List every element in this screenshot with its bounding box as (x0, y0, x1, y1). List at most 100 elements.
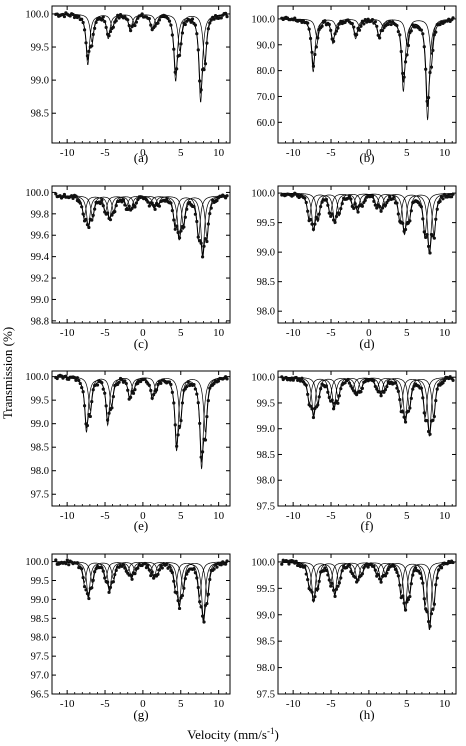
data-point (85, 223, 90, 227)
x-tick-label: -10 (286, 147, 301, 159)
data-point (376, 572, 380, 577)
data-point (434, 30, 438, 34)
data-point (431, 607, 435, 611)
data-point (120, 378, 124, 382)
data-point (100, 381, 104, 385)
data-point (152, 203, 156, 208)
data-point (200, 614, 205, 618)
data-point (196, 585, 200, 590)
data-point (408, 219, 412, 223)
data-point (316, 36, 320, 40)
data-point (395, 201, 399, 205)
panel-4: -10 -5 0 5 10 100.0 99.5 99.0 98.5 98.0 (d) (251, 185, 457, 351)
data-point (208, 386, 212, 390)
data-point (225, 377, 229, 381)
data-point (330, 581, 334, 585)
y-tick-label: 97.5 (257, 690, 275, 701)
plot-frame (277, 553, 457, 695)
data-point (71, 12, 75, 17)
y-tick-label: 97.5 (31, 490, 49, 501)
data-point (195, 219, 199, 224)
data-point (144, 566, 149, 570)
data-point (77, 378, 81, 383)
data-point (441, 197, 445, 201)
data-point (310, 407, 314, 411)
data-point (426, 96, 431, 100)
y-tick-label: 98.5 (257, 277, 275, 288)
data-point (126, 388, 130, 392)
data-point (383, 388, 388, 392)
data-point (80, 386, 84, 390)
x-tick-label: 10 (213, 698, 225, 710)
fit-envelope-line (55, 13, 228, 94)
data-point (428, 70, 432, 75)
data-point (388, 19, 392, 24)
data-point (402, 75, 406, 79)
data-point (106, 211, 110, 215)
data-point (182, 586, 186, 590)
data-point (108, 218, 113, 222)
data-point (203, 438, 208, 442)
y-tick-label: 98.5 (31, 614, 49, 625)
data-point (205, 601, 209, 606)
x-tick-label: 5 (178, 327, 184, 339)
data-point (310, 590, 314, 594)
data-point (280, 375, 284, 379)
y-tick-label: 100.0 (251, 189, 275, 200)
data-point (434, 217, 438, 221)
x-tick-label: -5 (326, 327, 336, 339)
data-point (199, 241, 203, 245)
data-point (84, 217, 88, 221)
data-point (169, 382, 173, 387)
data-point (329, 584, 333, 588)
data-point (113, 209, 117, 214)
data-point (123, 566, 127, 570)
data-point (200, 255, 205, 259)
data-point (78, 201, 82, 205)
data-point (87, 225, 91, 230)
y-tick-label: 90.0 (257, 40, 275, 51)
data-point (324, 568, 328, 573)
y-tick-label: 97.5 (31, 652, 49, 663)
data-point (311, 227, 316, 232)
data-point (153, 207, 157, 211)
data-point (202, 68, 206, 72)
data-point (54, 192, 58, 196)
data-point (327, 578, 331, 582)
data-point (175, 224, 179, 228)
data-point (360, 572, 364, 576)
x-axis-label-close: ) (274, 727, 278, 742)
panels-group: -10 -5 0 5 10 100.0 99.5 99.0 98.5 (a) -10 -5 0 5 10 10… (25, 5, 457, 722)
data-point (432, 33, 436, 37)
data-point (101, 15, 105, 19)
data-point (408, 594, 412, 599)
data-point (169, 23, 173, 27)
data-point (329, 214, 333, 218)
data-point (108, 585, 113, 589)
data-point (165, 197, 169, 202)
data-point (80, 567, 84, 571)
data-point (185, 384, 189, 389)
data-point (111, 25, 115, 29)
y-tick-label: 98.5 (31, 109, 49, 120)
data-point (91, 388, 95, 392)
data-point (403, 227, 408, 232)
data-point (402, 601, 406, 605)
x-tick-label: 10 (439, 698, 451, 710)
y-tick-label: 99.0 (257, 424, 275, 435)
data-point (373, 384, 377, 389)
x-tick-label: 5 (178, 147, 184, 159)
data-point (422, 411, 426, 415)
data-point (376, 33, 380, 37)
data-point (64, 374, 68, 378)
data-point (347, 563, 352, 567)
data-point (330, 37, 334, 41)
data-point (124, 381, 128, 386)
data-point (108, 29, 113, 34)
data-point (343, 381, 347, 385)
data-point (206, 592, 210, 596)
data-point (121, 563, 126, 567)
data-point (316, 217, 320, 222)
data-point (114, 568, 118, 572)
panel-label: (g) (133, 707, 148, 722)
